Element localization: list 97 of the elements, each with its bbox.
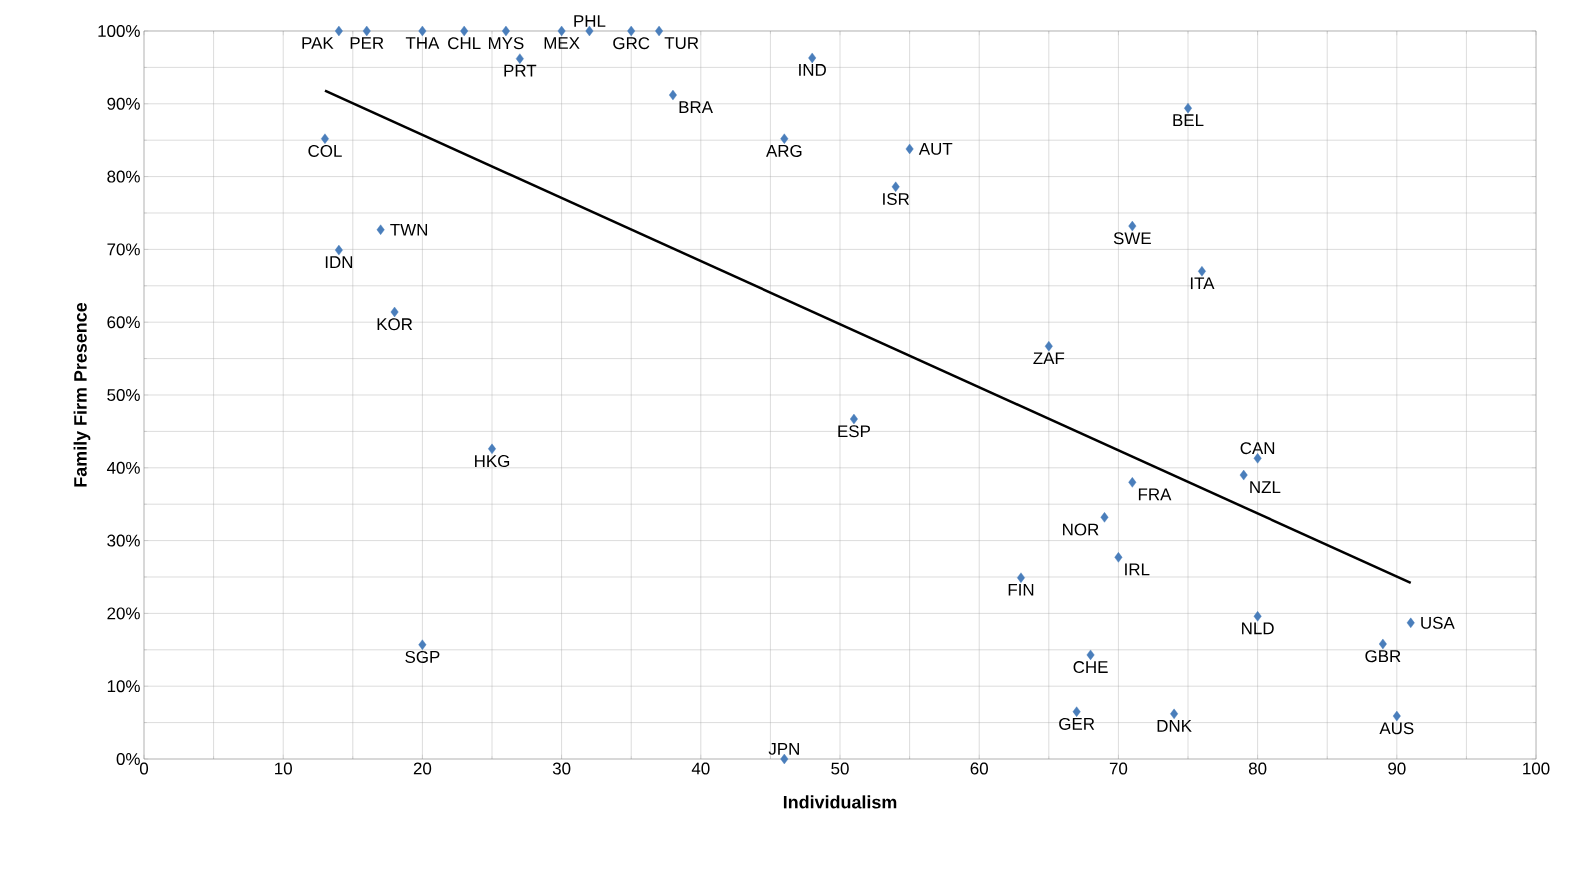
annotation: HKG: [475, 455, 510, 468]
point: [1197, 266, 1206, 277]
point: [1239, 469, 1248, 481]
y-tick-label: 80%: [107, 170, 140, 183]
x-tick-label: 100: [1523, 762, 1550, 775]
x-tick-label: 70: [1109, 762, 1128, 775]
annotation: BEL: [1173, 114, 1204, 127]
annotation: ESP: [838, 425, 870, 438]
point: [1086, 649, 1095, 661]
annotation: SGP: [405, 650, 440, 663]
annotation: AUS: [1379, 722, 1414, 735]
annotation: CHL: [448, 37, 481, 50]
point: [1253, 611, 1262, 622]
annotation: NOR: [1063, 523, 1099, 536]
annotation: KOR: [377, 318, 413, 331]
point: [390, 306, 399, 318]
x-tick-label: 30: [552, 762, 571, 775]
annotation: AUT: [918, 143, 953, 155]
point: [515, 53, 524, 64]
x-tick-label: 0: [139, 762, 149, 775]
y-tick-label: 30%: [107, 534, 140, 547]
point: [334, 244, 343, 256]
point: [849, 413, 858, 425]
point: [1114, 552, 1123, 563]
annotation: USA: [1421, 616, 1455, 629]
x-tick-label: 50: [831, 762, 849, 775]
annotation: TUR: [664, 37, 699, 50]
annotation: FIN: [1008, 583, 1034, 596]
y-tick-label: 0%: [116, 753, 140, 765]
point: [1406, 617, 1415, 629]
annotation: JPN: [768, 742, 799, 755]
point: [1378, 638, 1387, 650]
point: [418, 25, 427, 37]
annotation: CHE: [1073, 661, 1108, 674]
annotation: IND: [799, 64, 826, 76]
y-tick-label: 70%: [107, 243, 140, 256]
annotation: ISR: [883, 192, 910, 205]
annotation: NLD: [1242, 622, 1274, 635]
x-tick-label: 60: [970, 762, 988, 775]
annotation: PRT: [504, 64, 537, 77]
annotation: IDN: [325, 256, 353, 268]
point: [501, 25, 510, 37]
annotation: NZL: [1250, 481, 1281, 493]
point: [1392, 710, 1401, 722]
annotation: PAK: [302, 37, 334, 49]
y-tick-label: 20%: [107, 607, 140, 620]
y-tick-label: 50%: [107, 389, 140, 401]
annotation: BRA: [679, 101, 713, 113]
point: [780, 133, 789, 144]
annotation: COL: [308, 144, 342, 157]
point: [1170, 708, 1179, 720]
annotation: TWN: [390, 223, 428, 236]
point: [1100, 512, 1109, 523]
annotation: FRA: [1138, 488, 1172, 501]
annotation: DNK: [1157, 720, 1192, 732]
annotation: GBR: [1365, 650, 1401, 663]
y-tick-label: 90%: [107, 97, 140, 110]
annotation: ARG: [766, 144, 802, 157]
point: [1128, 220, 1137, 232]
point: [891, 181, 900, 192]
point: [1044, 341, 1053, 352]
point: [1017, 572, 1025, 583]
x-tick-label: 10: [275, 762, 292, 775]
x-axis-title: Individualism: [783, 795, 897, 809]
point: [627, 25, 636, 37]
point: [808, 52, 817, 64]
point: [376, 224, 385, 235]
y-tick-label: 10%: [107, 680, 140, 693]
point: [1128, 477, 1137, 488]
annotation: THA: [405, 37, 440, 49]
annotation: SWE: [1113, 232, 1151, 245]
point: [321, 133, 329, 144]
point: [418, 639, 427, 650]
y-axis-title: Family Firm Presence: [73, 302, 91, 487]
annotation: IRL: [1125, 563, 1150, 576]
x-tick-label: 20: [413, 762, 432, 775]
point: [460, 25, 469, 37]
point: [334, 25, 343, 37]
annotation: MEX: [544, 37, 580, 49]
annotation: ZAF: [1033, 352, 1065, 365]
point: [362, 25, 371, 37]
annotation: GRC: [613, 37, 650, 50]
annotation: PER: [350, 37, 384, 49]
point: [905, 143, 914, 155]
y-tick-label: 40%: [106, 461, 140, 474]
annotation: GER: [1059, 717, 1095, 730]
y-tick-label: 60%: [107, 316, 140, 329]
point: [1072, 706, 1081, 717]
x-tick-label: 90: [1388, 762, 1406, 775]
y-tick-label: 100%: [98, 24, 140, 37]
x-tick-label: 40: [691, 762, 710, 775]
annotation: CAN: [1240, 442, 1275, 455]
annotation: PHL: [574, 15, 606, 27]
annotation: ITA: [1190, 277, 1215, 290]
x-tick-label: 80: [1248, 762, 1267, 775]
point: [557, 25, 566, 37]
annotation: MYS: [488, 37, 524, 50]
